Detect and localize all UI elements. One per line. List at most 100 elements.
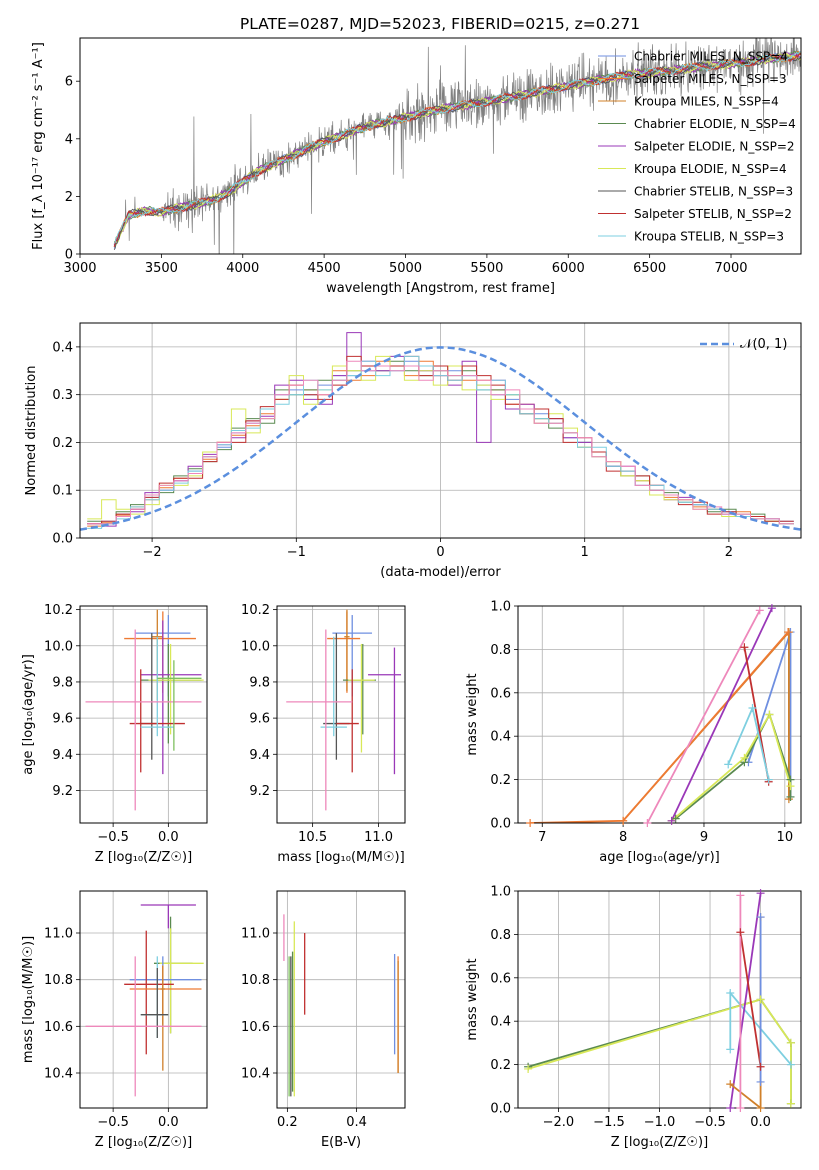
- x-tick-label: 3500: [145, 261, 178, 276]
- y-tick-label: 11.0: [44, 927, 73, 942]
- axes-age_vs_mass: 10.5 11.0 9.2 9.4 9.6 9.8 10.0 10.2 mass [log₁₀(…: [241, 603, 406, 865]
- plot-area-residuals: [80, 332, 801, 531]
- legend-label-chabrier_elodie: Chabrier ELODIE, N_SSP=4: [634, 117, 796, 131]
- legend-label-gaussian: 𝒩(0, 1): [740, 337, 787, 352]
- weight-marker-kroupa_miles: [756, 1104, 765, 1112]
- y-tick-label: 1.0: [490, 885, 511, 900]
- x-tick-label: 8: [619, 830, 627, 845]
- weight-marker-salpeter_stelib: [756, 1062, 765, 1071]
- weight-line-extra_pink: [646, 609, 761, 823]
- x-axis-label: Z [log₁₀(Z/Z☉)]: [611, 1135, 708, 1150]
- weight-marker-kroupa_elodie: [786, 1038, 795, 1047]
- y-tick-label: 9.4: [52, 748, 73, 763]
- axes-age_vs_Z: −0.5 0.0 9.2 9.4 9.6 9.8 10.0 10.2 Z [log₁₀(Z/Z☉…: [21, 603, 208, 865]
- x-tick-label: 6000: [552, 261, 585, 276]
- y-tick-label: 0.4: [490, 730, 511, 745]
- y-tick-label: 0.2: [490, 773, 511, 788]
- x-axis-label: Z [log₁₀(Z/Z☉)]: [95, 850, 192, 865]
- weight-marker-salpeter_elodie: [726, 1104, 735, 1112]
- legend-label-salpeter_stelib: Salpeter STELIB, N_SSP=2: [634, 207, 792, 221]
- x-tick-label: −1.0: [644, 1115, 676, 1130]
- weight-marker-extra_pink: [755, 606, 764, 615]
- hist-step-kroupa_elodie: [87, 355, 794, 525]
- plot-area-mass_vs_ebv: [283, 914, 399, 1097]
- x-tick-label: −0.5: [97, 1115, 129, 1130]
- spectrum-legend: Chabrier MILES, N_SSP=4 Salpeter MILES, N…: [598, 50, 796, 244]
- weight-marker-kroupa_miles: [726, 1080, 735, 1089]
- weight-line-salpeter_miles: [530, 631, 789, 823]
- gaussian-curve: [80, 346, 801, 531]
- x-tick-label: 0.0: [158, 830, 179, 845]
- x-tick-label: 11.0: [364, 830, 393, 845]
- model-line-salpeter_stelib: [113, 52, 801, 248]
- y-tick-label: 0.3: [52, 388, 73, 403]
- axes-frame: [79, 605, 208, 824]
- weight-marker-kroupa_elodie: [786, 782, 795, 791]
- y-tick-label: 10.6: [44, 1020, 73, 1035]
- weight-marker-salpeter_stelib: [740, 643, 749, 652]
- weight-marker-kroupa_elodie: [765, 710, 774, 719]
- x-tick-label: 0.2: [277, 1115, 298, 1130]
- legend-label-chabrier_stelib: Chabrier STELIB, N_SSP=3: [634, 185, 793, 199]
- x-tick-label: 7: [538, 830, 546, 845]
- x-tick-label: 0.0: [750, 1115, 771, 1130]
- y-axis-label: mass weight: [465, 958, 480, 1040]
- y-tick-label: 11.0: [241, 927, 270, 942]
- y-tick-label: 10.4: [44, 1067, 73, 1082]
- y-tick-label: 2: [65, 190, 73, 205]
- y-tick-label: 1.0: [490, 600, 511, 615]
- legend-label-salpeter_miles: Salpeter MILES, N_SSP=3: [634, 72, 787, 86]
- weight-line-kroupa_elodie: [527, 998, 792, 1104]
- weight-marker-extra_pink: [736, 891, 745, 900]
- weight-marker-kroupa_elodie: [524, 1064, 533, 1073]
- x-tick-label: 7000: [714, 261, 747, 276]
- y-axis-label: Normed distribution: [24, 366, 39, 496]
- plot-area-age_vs_Z: [85, 609, 204, 811]
- weight-marker-extra_pink: [643, 819, 652, 827]
- y-tick-label: 10.0: [241, 639, 270, 654]
- legend-label-kroupa_miles: Kroupa MILES, N_SSP=4: [634, 95, 779, 109]
- x-tick-label: 2: [725, 545, 733, 560]
- x-tick-label: 5500: [470, 261, 503, 276]
- hist-step-extra_pink: [87, 360, 794, 525]
- weight-marker-kroupa_elodie: [740, 753, 749, 762]
- weight-marker-chabrier_miles: [756, 1077, 765, 1086]
- y-tick-label: 0.6: [490, 971, 511, 986]
- y-tick-label: 10.0: [44, 639, 73, 654]
- y-tick-label: 6: [65, 75, 73, 90]
- y-axis-label: mass weight: [465, 673, 480, 755]
- y-tick-label: 9.4: [249, 748, 270, 763]
- y-tick-label: 9.6: [249, 712, 270, 727]
- model-line-chabrier_stelib: [113, 52, 801, 251]
- y-tick-label: 4: [65, 132, 73, 147]
- y-tick-label: 10.6: [241, 1020, 270, 1035]
- axes-residuals: −2 −1 0 1 2 0.0 0.1 0.2 0.3 0.4 (data-model)/error…: [24, 322, 802, 580]
- y-tick-label: 0.1: [52, 484, 73, 499]
- y-tick-label: 10.8: [44, 973, 73, 988]
- y-tick-label: 10.4: [241, 1067, 270, 1082]
- axes-spectrum: 3000 3500 4000 4500 5000 5500 6000 6500 7000 0 2 4 6…: [31, 37, 802, 296]
- weight-line-salpeter_elodie: [729, 893, 762, 1108]
- axes-mass_vs_Z: −0.5 0.0 10.4 10.6 10.8 11.0 Z [log₁₀(Z/Z☉)] ma…: [21, 890, 208, 1150]
- weight-marker-kroupa_stelib: [764, 775, 773, 784]
- x-tick-label: 4500: [308, 261, 341, 276]
- y-tick-label: 0.4: [52, 340, 73, 355]
- x-axis-label: Z [log₁₀(Z/Z☉)]: [95, 1135, 192, 1150]
- legend-label-salpeter_elodie: Salpeter ELODIE, N_SSP=2: [634, 140, 795, 154]
- x-tick-label: 1: [581, 545, 589, 560]
- weight-marker-chabrier_elodie: [786, 792, 795, 801]
- x-tick-label: 10.5: [298, 830, 327, 845]
- x-tick-label: −2: [143, 545, 162, 560]
- axes-mass_vs_ebv: 0.2 0.4 10.4 10.6 10.8 11.0 E(B-V): [241, 890, 406, 1150]
- weight-marker-chabrier_miles: [756, 913, 765, 922]
- axes-frame: [79, 890, 208, 1109]
- weight-marker-kroupa_stelib: [724, 760, 733, 769]
- plot-area-spectrum: [113, 38, 801, 254]
- x-tick-label: 5000: [389, 261, 422, 276]
- legend-label-kroupa_stelib: Kroupa STELIB, N_SSP=3: [634, 230, 784, 244]
- axes-frame: [276, 605, 406, 824]
- x-axis-label: wavelength [Angstrom, rest frame]: [326, 281, 555, 296]
- x-tick-label: 0: [436, 545, 444, 560]
- y-axis-label: age [log₁₀(age/yr)]: [21, 654, 36, 775]
